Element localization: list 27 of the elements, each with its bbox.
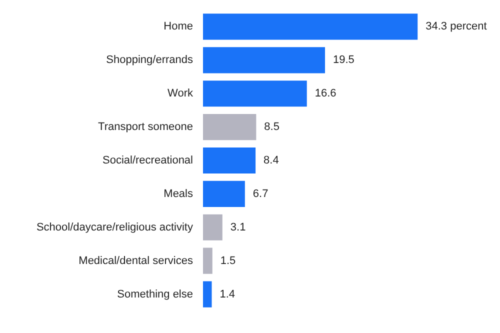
bar xyxy=(203,114,256,140)
data-label: 1.5 xyxy=(220,254,236,267)
bar xyxy=(203,80,307,107)
bar xyxy=(203,14,418,40)
data-label: 1.4 xyxy=(220,288,236,300)
data-label: 8.5 xyxy=(264,121,280,134)
data-label: 8.4 xyxy=(264,154,279,166)
data-label: 6.7 xyxy=(252,188,268,200)
bar xyxy=(203,147,256,174)
y-tick-label: Home xyxy=(164,20,193,33)
y-tick-label: Medical/dental services xyxy=(78,254,194,267)
y-tick-label: Something else xyxy=(117,288,193,300)
bar xyxy=(203,180,245,207)
bar xyxy=(203,214,222,240)
y-tick-label: Meals xyxy=(164,188,194,200)
y-tick-label: Shopping/errands xyxy=(106,54,194,66)
data-label: 34.3 percent xyxy=(426,20,487,33)
data-label: 19.5 xyxy=(333,54,354,66)
bar xyxy=(203,248,212,274)
y-tick-label: Transport someone xyxy=(98,121,193,134)
data-label: 16.6 xyxy=(314,88,336,100)
data-label: 3.1 xyxy=(230,221,246,234)
bar xyxy=(203,47,326,74)
y-tick-label: Work xyxy=(168,88,194,100)
y-tick-label: School/daycare/religious activity xyxy=(36,221,194,234)
y-tick-label: Social/recreational xyxy=(102,154,193,166)
bar xyxy=(203,281,212,308)
